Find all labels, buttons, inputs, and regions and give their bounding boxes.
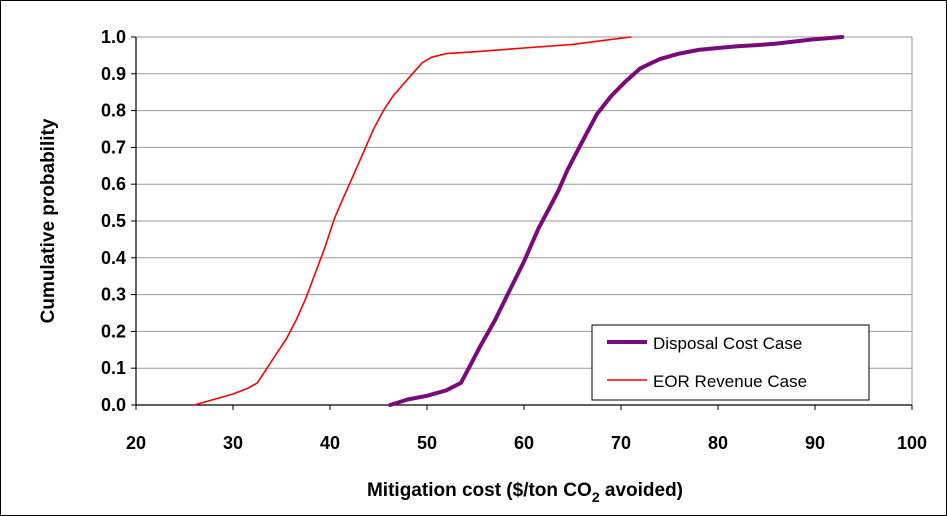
y-tick-label-10: 1.0: [101, 27, 126, 47]
y-tick-label-6: 0.6: [101, 174, 126, 194]
x-tick-label-7: 90: [805, 433, 825, 453]
y-tick-label-0: 0.0: [101, 395, 126, 415]
x-tick-label-3: 50: [417, 433, 437, 453]
y-axis-title: Cumulative probability: [38, 118, 59, 323]
x-tick-label-8: 100: [897, 433, 927, 453]
x-axis-title-subscript: 2: [592, 489, 600, 505]
y-tick-label-3: 0.3: [101, 285, 126, 305]
x-axis-title-main: Mitigation cost ($/ton CO: [367, 480, 592, 501]
legend-box: [591, 324, 870, 401]
y-tick-label-1: 0.1: [101, 358, 126, 378]
series-line-1: [193, 36, 632, 406]
y-tick-label-4: 0.4: [101, 248, 126, 268]
x-axis-ticks: 20 30 40 50 60 70 80 90 100: [126, 405, 927, 453]
legend: Disposal Cost Case EOR Revenue Case: [591, 324, 870, 401]
series-lines: [193, 35, 845, 407]
legend-label-disposal: Disposal Cost Case: [653, 334, 802, 353]
x-tick-label-2: 40: [320, 433, 340, 453]
x-axis-title: Mitigation cost ($/ton CO2 avoided): [367, 480, 683, 505]
y-tick-label-7: 0.7: [101, 137, 126, 157]
y-tick-label-9: 0.9: [101, 64, 126, 84]
y-axis-ticks: 0.0 0.1 0.2 0.3 0.4 0.5 0.6 0.7 0.8 0.9 1.0: [101, 27, 136, 415]
series-line-0: [388, 35, 845, 407]
y-tick-label-5: 0.5: [101, 211, 126, 231]
x-tick-label-5: 70: [611, 433, 631, 453]
legend-label-eor: EOR Revenue Case: [653, 372, 807, 391]
y-tick-label-8: 0.8: [101, 101, 126, 121]
x-tick-label-6: 80: [708, 433, 728, 453]
x-tick-label-4: 60: [514, 433, 534, 453]
x-tick-label-1: 30: [223, 433, 243, 453]
y-tick-label-2: 0.2: [101, 321, 126, 341]
x-axis-title-tail: avoided): [600, 480, 683, 501]
x-tick-label-0: 20: [126, 433, 146, 453]
